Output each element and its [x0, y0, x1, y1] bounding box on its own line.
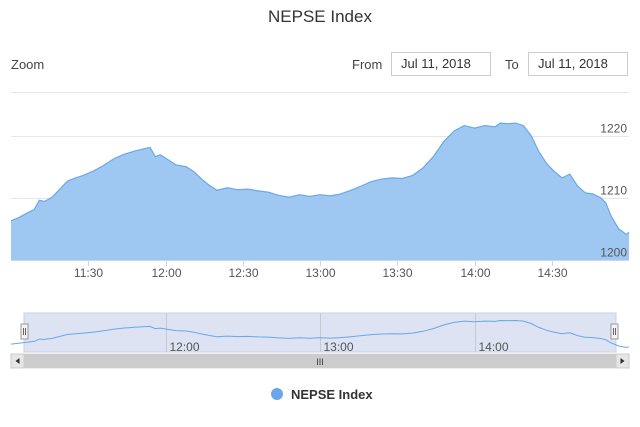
navigator-grid: [166, 313, 476, 352]
scrollbar[interactable]: III: [10, 353, 630, 369]
x-tick-label: 14:00: [460, 266, 490, 280]
x-tick-label: 13:30: [382, 266, 412, 280]
to-date-input[interactable]: Jul 11, 2018: [528, 52, 628, 76]
from-date-input[interactable]: Jul 11, 2018: [391, 52, 491, 76]
legend-symbol: [271, 388, 283, 400]
x-tick-label: 11:30: [74, 266, 103, 280]
x-tick-label: 12:30: [228, 266, 258, 280]
scrollbar-left-arrow[interactable]: [10, 353, 25, 369]
navigator-series-line: [10, 319, 630, 348]
x-tick-label: 13:00: [305, 266, 335, 280]
chevron-right-icon: [620, 358, 625, 364]
zoom-label: Zoom: [11, 57, 45, 72]
chart-title: NEPSE Index: [268, 7, 372, 26]
navigator-right-handle[interactable]: [610, 323, 619, 340]
x-axis: 11:30 12:00 12:30 13:00 13:30 14:00 14:30: [11, 260, 629, 280]
navigator[interactable]: 12:00 13:00 14:00: [10, 312, 630, 354]
from-label: From: [352, 57, 383, 72]
chevron-left-icon: [15, 358, 20, 364]
series-line: [10, 122, 630, 236]
scrollbar-right-arrow[interactable]: [615, 353, 630, 369]
y-axis: 1200 1210 1220: [600, 122, 627, 260]
to-label: To: [505, 57, 519, 72]
navigator-tick-label: 14:00: [479, 340, 509, 354]
navigator-tick-label: 12:00: [170, 340, 200, 354]
y-tick-label: 1200: [600, 246, 627, 260]
x-tick-label: 14:30: [537, 266, 567, 280]
y-tick-label: 1220: [600, 122, 627, 136]
scrollbar-thumb[interactable]: [24, 354, 616, 368]
navigator-x-axis: 12:00 13:00 14:00: [170, 340, 509, 354]
scrollbar-grip: III: [316, 357, 324, 367]
navigator-tick-label: 13:00: [324, 340, 354, 354]
x-tick-label: 12:00: [151, 266, 181, 280]
series-area: [11, 123, 629, 260]
y-tick-label: 1210: [600, 184, 627, 198]
legend-label: NEPSE Index: [291, 387, 373, 402]
legend-item[interactable]: NEPSE Index: [271, 387, 373, 402]
navigator-left-handle[interactable]: [20, 323, 29, 340]
